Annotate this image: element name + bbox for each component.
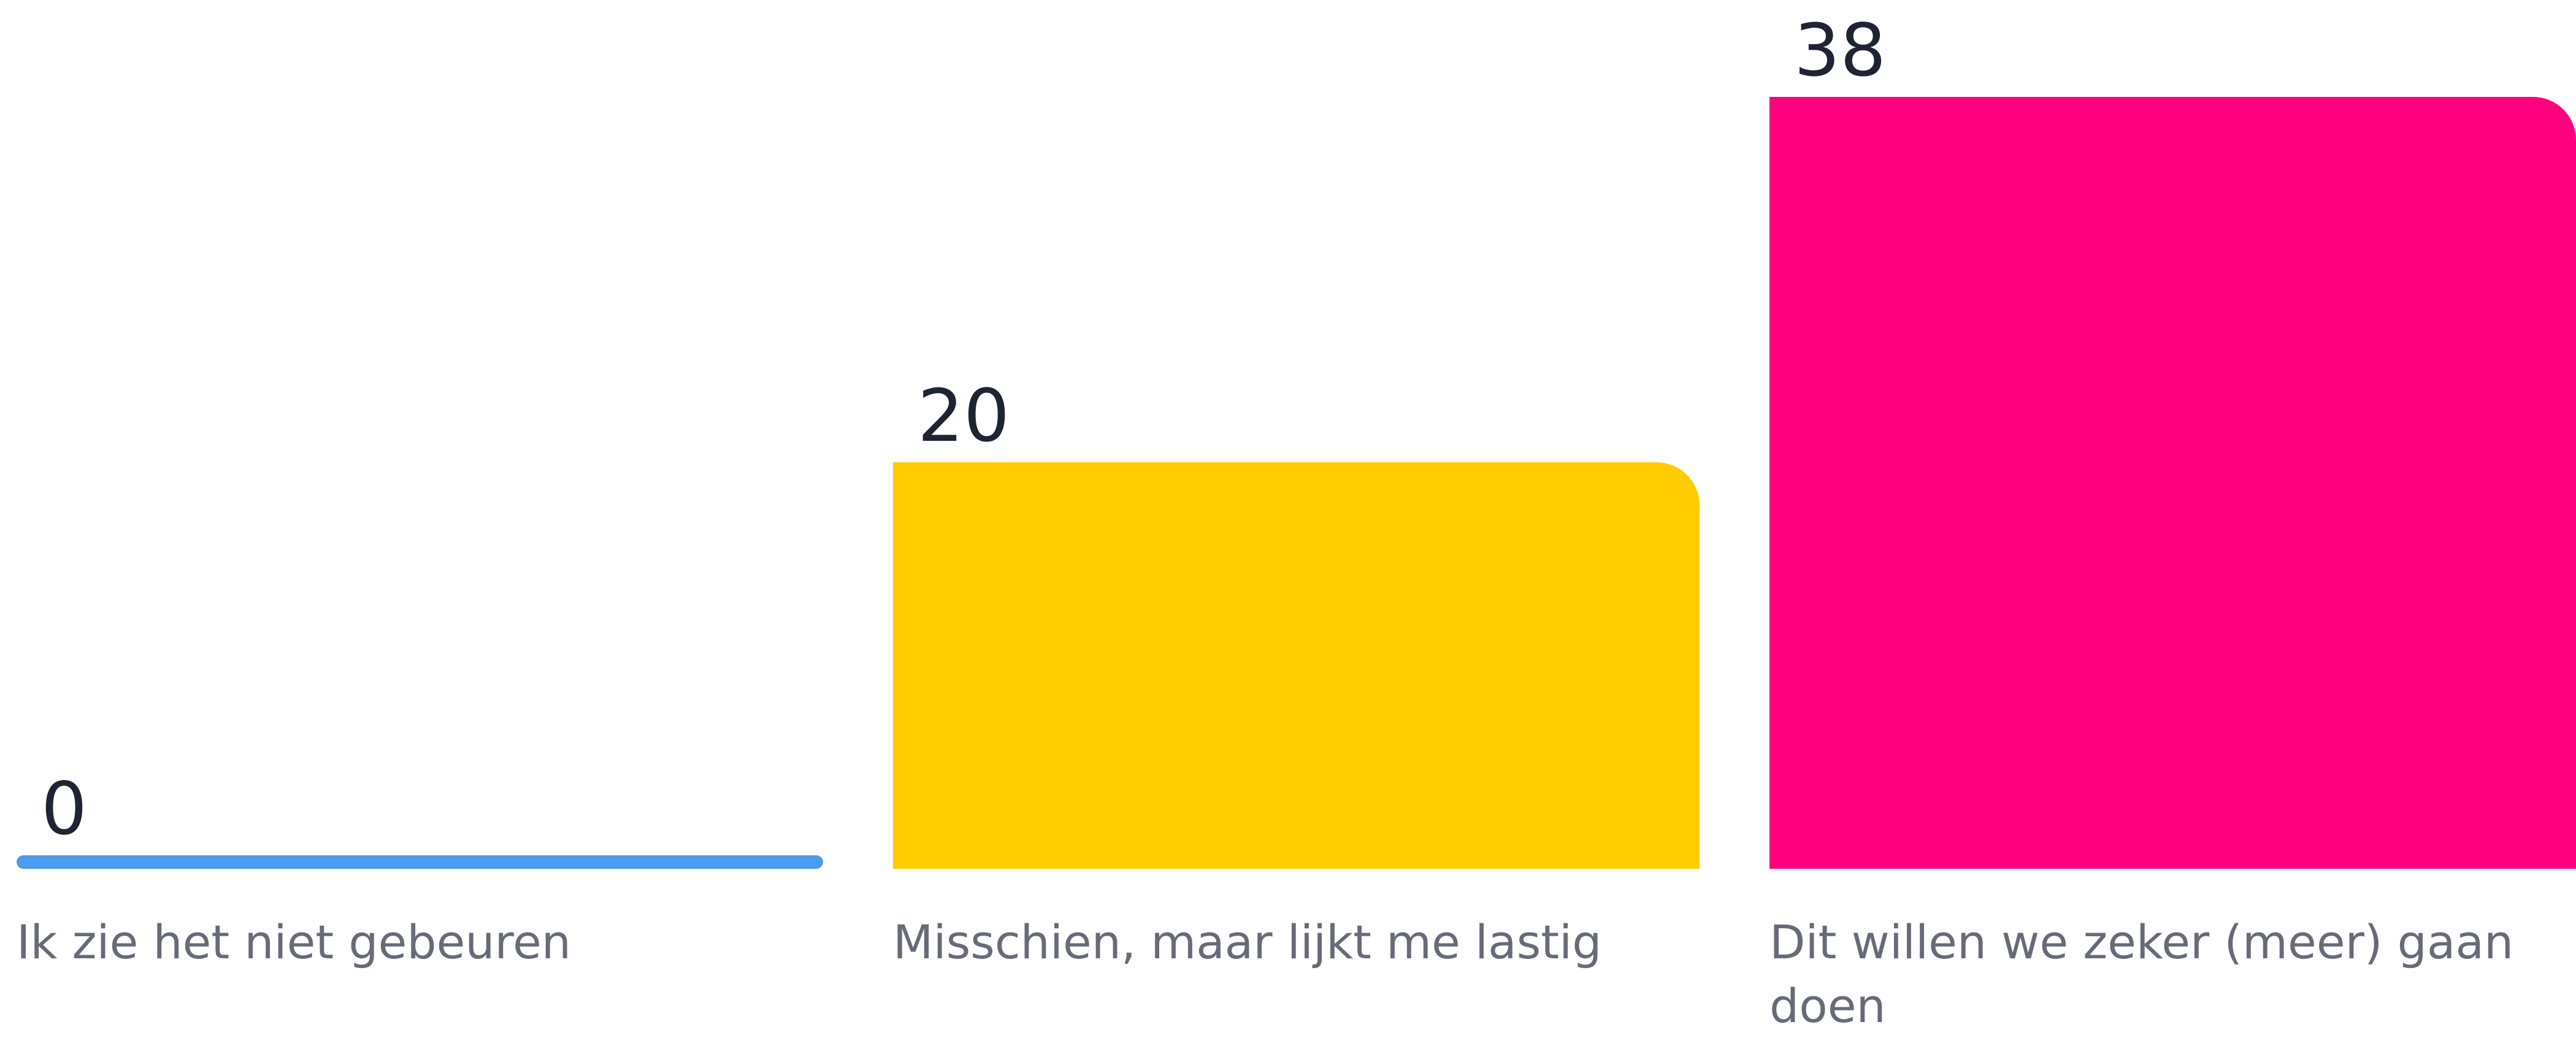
value-label: 38 xyxy=(1794,8,1887,93)
bar xyxy=(17,855,823,869)
category-label: Ik zie het niet gebeuren xyxy=(17,915,572,969)
category-label: Misschien, maar lijkt me lastig xyxy=(893,915,1602,969)
category-label: Dit willen we zeker (meer) gaan doen xyxy=(1769,915,2514,1033)
value-label: 0 xyxy=(41,766,88,851)
bar xyxy=(1769,97,2576,869)
bar xyxy=(893,462,1700,869)
value-label: 20 xyxy=(918,373,1010,459)
